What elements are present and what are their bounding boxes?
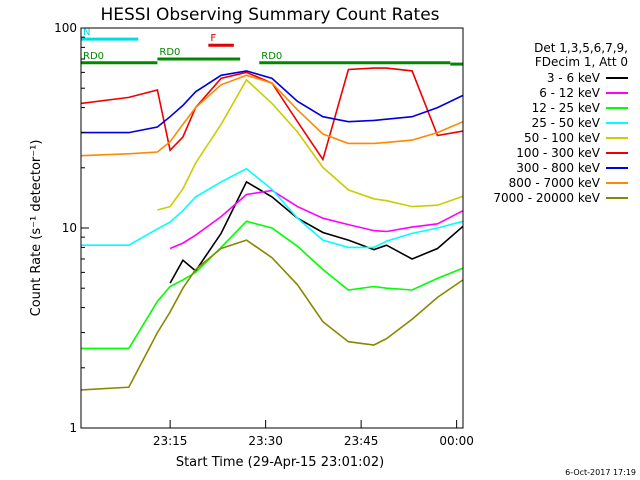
x-tick-label: 00:00 <box>439 434 474 448</box>
y-tick-label: 10 <box>62 221 77 235</box>
y-tick-label: 1 <box>69 421 77 435</box>
legend-label: 12 - 25 keV <box>532 101 601 115</box>
series-line <box>81 167 464 249</box>
y-axis-label: Count Rate (s⁻¹ detector⁻¹) <box>29 140 44 317</box>
x-axis-label: Start Time (29-Apr-15 23:01:02) <box>176 455 384 470</box>
legend: Det 1,3,5,6,7,9,FDecim 1, Att 0 3 - 6 keV… <box>493 41 628 205</box>
axes: 23:15 23:30 23:45 00:00 1 10 100 <box>54 21 474 448</box>
series-line <box>169 180 464 284</box>
legend-label: 800 - 7000 keV <box>509 176 601 190</box>
x-tick-label: 23:30 <box>248 434 283 448</box>
series-line <box>81 70 464 134</box>
flag-label: RD0 <box>159 47 180 58</box>
legend-label: 7000 - 20000 keV <box>493 191 600 205</box>
legend-label: 25 - 50 keV <box>532 116 601 130</box>
chart-title: HESSI Observing Summary Count Rates <box>100 5 439 25</box>
legend-label: 300 - 800 keV <box>516 161 600 175</box>
legend-label: 3 - 6 keV <box>547 71 601 85</box>
x-tick-label: 23:45 <box>344 434 379 448</box>
series-line <box>80 239 464 391</box>
legend-header: Det 1,3,5,6,7,9, <box>534 41 628 55</box>
flag-label: RD0 <box>83 51 104 62</box>
state-flags: N F RD0 RD0 RD0 <box>81 27 463 66</box>
series-line <box>81 220 464 350</box>
x-tick-label: 23:15 <box>153 434 188 448</box>
legend-header: FDecim 1, Att 0 <box>535 55 628 69</box>
legend-label: 6 - 12 keV <box>539 86 601 100</box>
series-line <box>157 78 464 211</box>
legend-label: 50 - 100 keV <box>524 131 601 145</box>
y-tick-label: 100 <box>54 21 77 35</box>
flag-label: N <box>83 27 90 38</box>
series-line <box>80 74 464 157</box>
legend-label: 100 - 300 keV <box>516 146 600 160</box>
series-group <box>80 67 464 391</box>
footer-date: 6-Oct-2017 17:19 <box>565 468 636 477</box>
flag-label: RD0 <box>261 51 282 62</box>
flag-label: F <box>210 33 216 44</box>
series-line <box>169 189 464 250</box>
